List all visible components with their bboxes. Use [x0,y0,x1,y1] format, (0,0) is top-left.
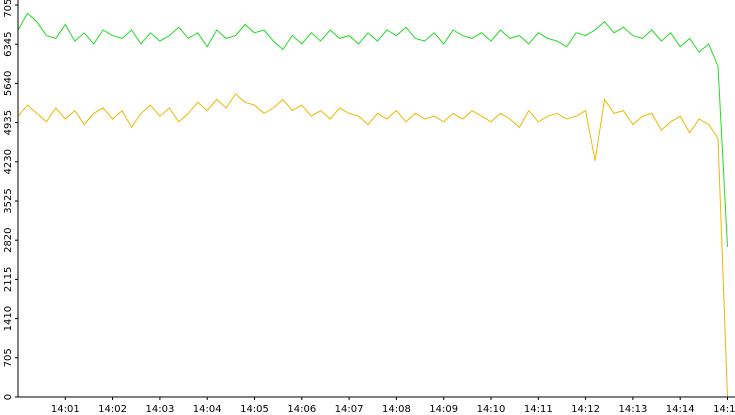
y-tick-label: 3525 [3,188,14,213]
y-tick-label: 2115 [3,267,14,292]
x-tick-label: 14:10 [477,404,506,415]
y-tick-label: 7050 [3,0,14,18]
x-tick-label: 14:01 [51,404,80,415]
y-tick-label: 5640 [3,71,14,96]
y-tick-label: 0 [3,394,14,400]
y-tick-label: 6345 [3,31,14,56]
x-tick-label: 14:06 [287,404,316,415]
y-tick-label: 1410 [3,306,14,331]
x-tick-label: 14:14 [666,404,695,415]
x-tick-label: 14:05 [240,404,269,415]
x-tick-label: 14:02 [98,404,127,415]
x-tick-label: 14:13 [618,404,647,415]
y-tick-label: 4935 [3,110,14,135]
x-tick-label: 14:03 [145,404,174,415]
x-tick-label: 14:08 [382,404,411,415]
x-tick-label: 14:07 [335,404,364,415]
series-line [17,12,728,247]
y-tick-label: 2820 [3,227,14,252]
x-tick-label: 14:15 [713,404,735,415]
y-tick-label: 705 [3,348,14,367]
x-tick-label: 14:12 [571,404,600,415]
x-tick-label: 14:04 [193,404,222,415]
y-tick-label: 4230 [3,149,14,174]
x-tick-label: 14:09 [429,404,458,415]
series-line [17,93,728,398]
x-tick-label: 14:11 [524,404,553,415]
